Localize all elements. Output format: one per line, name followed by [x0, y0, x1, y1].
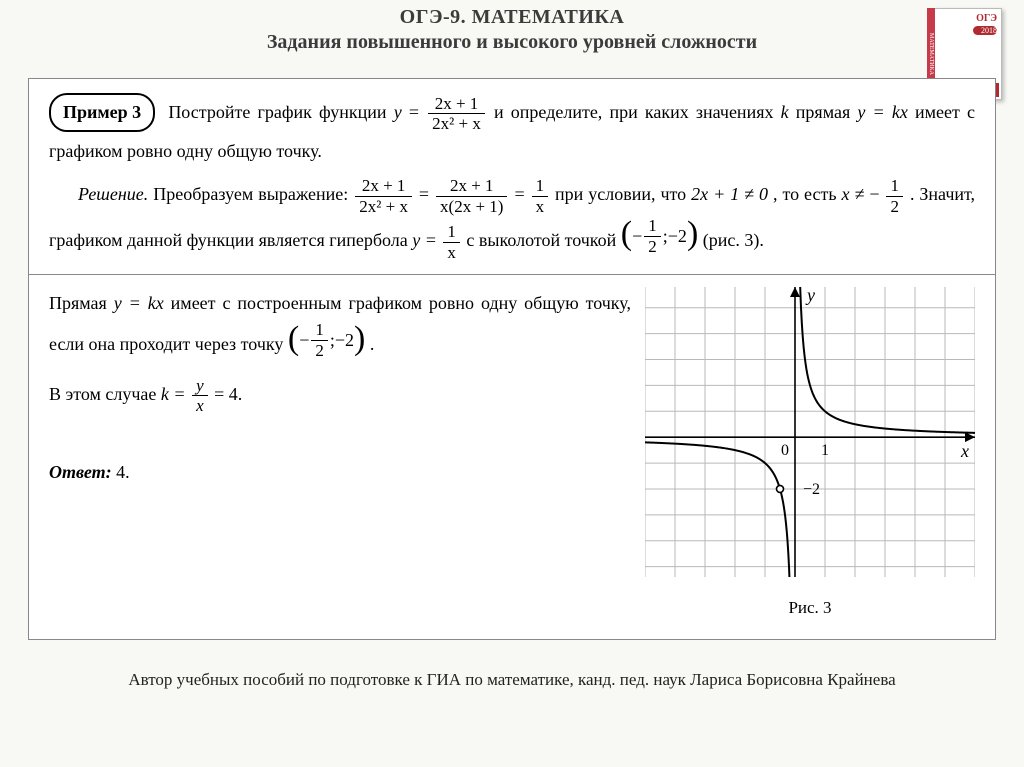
answer-label: Ответ:	[49, 462, 112, 482]
text: (рис. 3).	[703, 230, 764, 250]
denominator: 2	[644, 236, 661, 257]
svg-text:y: y	[805, 287, 815, 305]
text: .	[370, 335, 375, 355]
book-year: 2018	[973, 26, 997, 35]
fraction: 1 x	[532, 176, 549, 216]
fraction: 2x + 1 2x² + x	[428, 94, 485, 134]
discussion-text: Прямая y = kx имеет с построенным график…	[49, 287, 631, 489]
numerator: 1	[443, 222, 460, 242]
equation: y = kx	[114, 293, 164, 313]
text: x ≠	[842, 184, 865, 204]
var-y: y	[394, 102, 402, 122]
fraction: 2x + 1 x(2x + 1)	[436, 176, 507, 216]
svg-text:−2: −2	[803, 481, 820, 498]
denominator: 2	[311, 340, 328, 361]
hyperbola-graph: y x 0 1 −2	[645, 287, 975, 577]
header-line2: Задания повышенного и высокого уровней с…	[0, 31, 1024, 54]
text: , то есть	[773, 184, 842, 204]
fraction: 1 2	[886, 176, 903, 216]
numerator: 1	[311, 320, 328, 340]
section-divider	[29, 274, 995, 275]
numerator: y	[192, 376, 208, 396]
numerator: 1	[532, 176, 549, 196]
answer-line: Ответ: 4.	[49, 456, 631, 489]
text: при условии, что	[555, 184, 691, 204]
numerator: 2x + 1	[436, 176, 507, 196]
fraction: 1 2	[311, 320, 328, 360]
denominator: x	[443, 242, 460, 263]
book-logo: ОГЭ	[939, 13, 997, 24]
text: Прямая	[49, 293, 114, 313]
numerator: 1	[644, 216, 661, 236]
denominator: x	[532, 196, 549, 217]
equation: y =	[412, 230, 441, 250]
text: Преобразуем выражение:	[153, 184, 353, 204]
inequality: 2x + 1 ≠ 0	[691, 184, 768, 204]
fraction: 1 2	[644, 216, 661, 256]
fraction: 2x + 1 2x² + x	[355, 176, 412, 216]
point: ( − 1 2 ;−2 )	[621, 216, 698, 256]
text: и определите, при каких значениях	[494, 102, 781, 122]
example-badge: Пример 3	[49, 93, 155, 132]
fraction: y x	[192, 376, 208, 416]
denominator: 2	[886, 196, 903, 217]
text: =	[409, 102, 426, 122]
text: Постройте график функции	[168, 102, 393, 122]
text: прямая	[796, 102, 858, 122]
text: =	[514, 184, 529, 204]
denominator: x(2x + 1)	[436, 196, 507, 217]
graph-caption: Рис. 3	[645, 592, 975, 624]
point-y: −2	[668, 219, 687, 253]
denominator: 2x² + x	[428, 113, 485, 134]
var-k: k	[781, 102, 789, 122]
svg-text:0: 0	[781, 442, 789, 459]
discussion-row: Прямая y = kx имеет с построенным график…	[49, 287, 975, 624]
denominator: 2x² + x	[355, 196, 412, 217]
solution-label: Решение.	[78, 184, 148, 204]
text: =	[419, 184, 434, 204]
page-header: ОГЭ-9. МАТЕМАТИКА Задания повышенного и …	[0, 0, 1024, 54]
equation: y = kx	[857, 102, 907, 122]
point: ( − 1 2 ;−2 )	[288, 320, 365, 360]
equation: k =	[161, 384, 190, 404]
graph-panel: y x 0 1 −2 Рис. 3	[645, 287, 975, 624]
header-line1: ОГЭ-9. МАТЕМАТИКА	[0, 6, 1024, 29]
slide-footer: Автор учебных пособий по подготовке к ГИ…	[0, 670, 1024, 690]
svg-text:1: 1	[821, 442, 829, 459]
point-y: −2	[335, 324, 354, 357]
solution-block: Решение. Преобразуем выражение: 2x + 1 2…	[49, 176, 975, 262]
text: = 4.	[214, 384, 242, 404]
text: В этом случае	[49, 384, 161, 404]
numerator: 2x + 1	[428, 94, 485, 114]
text: с выколотой точкой	[466, 230, 620, 250]
svg-text:x: x	[960, 441, 969, 461]
example-statement: Пример 3 Постройте график функции y = 2x…	[49, 93, 975, 168]
text: −	[869, 184, 879, 204]
fraction: 1 x	[443, 222, 460, 262]
numerator: 2x + 1	[355, 176, 412, 196]
content-frame: Пример 3 Постройте график функции y = 2x…	[28, 78, 996, 640]
answer-value: 4.	[116, 462, 130, 482]
denominator: x	[192, 395, 208, 416]
numerator: 1	[886, 176, 903, 196]
